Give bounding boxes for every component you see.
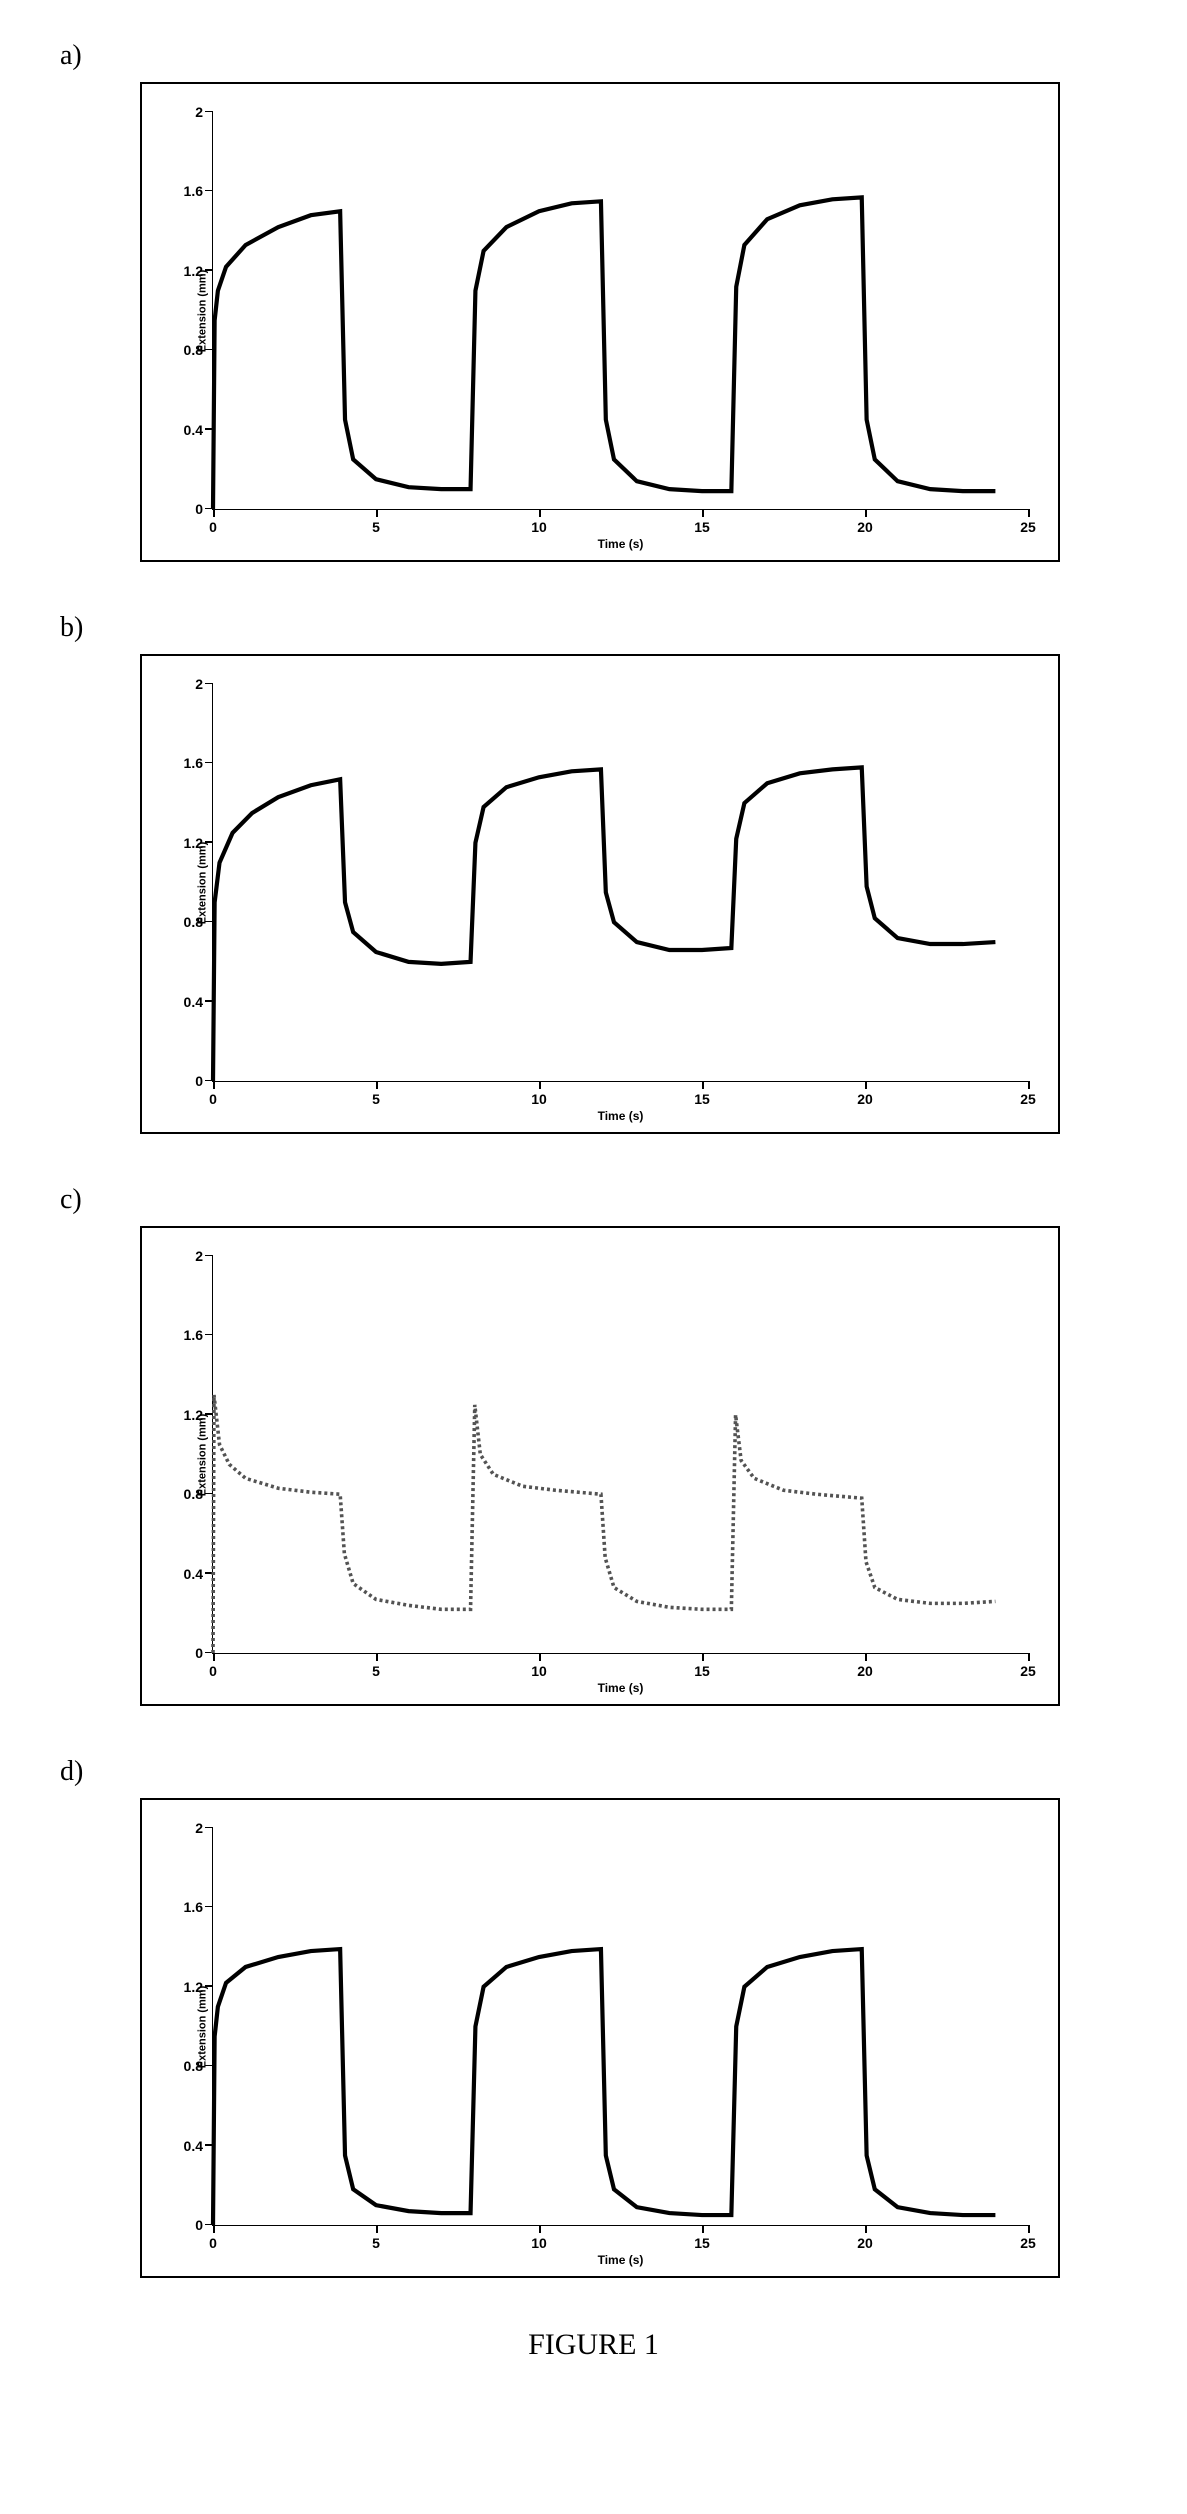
- x-tick-label: 10: [531, 509, 547, 535]
- x-tick-label: 15: [694, 1081, 710, 1107]
- y-tick-label: 2: [195, 104, 213, 120]
- curve: [213, 1256, 1028, 1653]
- chart-frame: 00.40.81.21.620510152025Extension (mm)Ti…: [140, 1798, 1060, 2278]
- x-tick-label: 5: [372, 1653, 380, 1679]
- x-tick-label: 5: [372, 509, 380, 535]
- y-tick-label: 2: [195, 1820, 213, 1836]
- x-tick-label: 0: [209, 509, 217, 535]
- x-tick-label: 25: [1020, 1081, 1036, 1107]
- y-tick-label: 2: [195, 676, 213, 692]
- x-tick-label: 15: [694, 1653, 710, 1679]
- y-tick-label: 0.4: [184, 422, 213, 438]
- x-tick-label: 5: [372, 1081, 380, 1107]
- x-tick-label: 0: [209, 2225, 217, 2251]
- y-tick-label: 2: [195, 1248, 213, 1264]
- x-axis-label: Time (s): [598, 537, 644, 551]
- x-tick-label: 0: [209, 1653, 217, 1679]
- x-axis-label: Time (s): [598, 1109, 644, 1123]
- x-tick-label: 10: [531, 1653, 547, 1679]
- chart-frame: 00.40.81.21.620510152025Extension (mm)Ti…: [140, 82, 1060, 562]
- y-tick-label: 0.4: [184, 2138, 213, 2154]
- y-tick-label: 0.4: [184, 1566, 213, 1582]
- x-tick-label: 10: [531, 1081, 547, 1107]
- y-tick-label: 1.6: [184, 1899, 213, 1915]
- y-tick-label: 1.6: [184, 755, 213, 771]
- x-tick-label: 20: [857, 1081, 873, 1107]
- panel-d: d) 00.40.81.21.620510152025Extension (mm)…: [60, 1756, 1127, 2278]
- x-tick-label: 0: [209, 1081, 217, 1107]
- x-axis-label: Time (s): [598, 1681, 644, 1695]
- x-tick-label: 25: [1020, 1653, 1036, 1679]
- y-tick-label: 0.4: [184, 994, 213, 1010]
- x-tick-label: 20: [857, 1653, 873, 1679]
- x-axis-label: Time (s): [598, 2253, 644, 2267]
- figure-caption: FIGURE 1: [60, 2328, 1127, 2362]
- curve: [213, 684, 1028, 1081]
- plot-area: 00.40.81.21.620510152025Extension (mm)Ti…: [212, 684, 1028, 1082]
- y-axis-label: Extension (mm): [196, 269, 208, 352]
- panel-b: b) 00.40.81.21.620510152025Extension (mm)…: [60, 612, 1127, 1134]
- chart-frame: 00.40.81.21.620510152025Extension (mm)Ti…: [140, 1226, 1060, 1706]
- panel-label: c): [60, 1184, 1127, 1216]
- curve: [213, 1828, 1028, 2225]
- chart-frame: 00.40.81.21.620510152025Extension (mm)Ti…: [140, 654, 1060, 1134]
- y-axis-label: Extension (mm): [196, 1985, 208, 2068]
- x-tick-label: 25: [1020, 509, 1036, 535]
- x-tick-label: 5: [372, 2225, 380, 2251]
- panel-a: a) 00.40.81.21.620510152025Extension (mm)…: [60, 40, 1127, 562]
- plot-area: 00.40.81.21.620510152025Extension (mm)Ti…: [212, 1256, 1028, 1654]
- y-axis-label: Extension (mm): [196, 841, 208, 924]
- x-tick-label: 25: [1020, 2225, 1036, 2251]
- panel-c: c) 00.40.81.21.620510152025Extension (mm)…: [60, 1184, 1127, 1706]
- y-tick-label: 1.6: [184, 183, 213, 199]
- x-tick-label: 20: [857, 509, 873, 535]
- panel-label: d): [60, 1756, 1127, 1788]
- plot-area: 00.40.81.21.620510152025Extension (mm)Ti…: [212, 112, 1028, 510]
- x-tick-label: 15: [694, 509, 710, 535]
- y-axis-label: Extension (mm): [196, 1413, 208, 1496]
- x-tick-label: 15: [694, 2225, 710, 2251]
- plot-area: 00.40.81.21.620510152025Extension (mm)Ti…: [212, 1828, 1028, 2226]
- panel-label: b): [60, 612, 1127, 644]
- x-tick-label: 20: [857, 2225, 873, 2251]
- figure-1: a) 00.40.81.21.620510152025Extension (mm)…: [60, 40, 1127, 2278]
- panel-label: a): [60, 40, 1127, 72]
- y-tick-label: 1.6: [184, 1327, 213, 1343]
- curve: [213, 112, 1028, 509]
- x-tick-label: 10: [531, 2225, 547, 2251]
